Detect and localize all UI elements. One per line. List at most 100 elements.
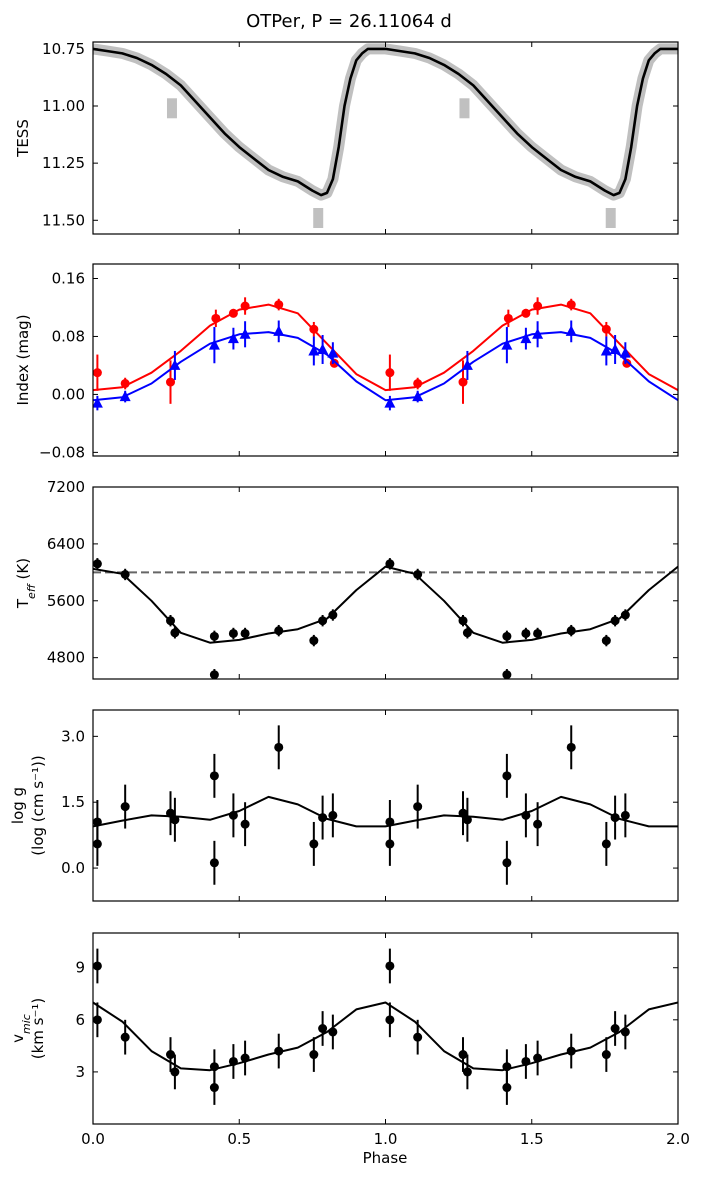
data-point: [166, 377, 176, 387]
data-point: [502, 771, 512, 781]
data-point: [239, 328, 251, 339]
data-point: [274, 742, 284, 752]
data-point: [458, 616, 468, 626]
data-point: [209, 771, 219, 781]
data-point: [120, 1032, 130, 1042]
data-point: [609, 343, 621, 354]
data-point: [565, 325, 577, 336]
y-tick-label: 10.75: [42, 40, 85, 58]
data-point: [601, 636, 611, 646]
data-point: [412, 390, 424, 402]
data-point: [610, 1024, 620, 1033]
data-point: [93, 839, 102, 849]
data-point: [309, 839, 319, 849]
data-point: [273, 325, 285, 336]
data-point: [610, 813, 620, 823]
data-point: [120, 379, 130, 389]
y-tick-label: 0.08: [52, 327, 85, 345]
data-point: [503, 313, 513, 323]
x-tick-label: 1.0: [374, 1130, 398, 1148]
data-point: [566, 742, 576, 752]
y-tick-label: 0.00: [52, 385, 85, 403]
data-point: [317, 343, 329, 354]
data-point: [228, 1056, 238, 1066]
data-point: [502, 1083, 512, 1093]
data-point: [385, 961, 395, 971]
data-point: [209, 858, 219, 868]
axes-frame: [92, 932, 679, 1125]
tess-gap-marker: [459, 98, 470, 119]
axes-frame: [92, 709, 679, 902]
plot-area: [93, 948, 678, 1105]
fit-curve-0: [93, 795, 678, 828]
data-point: [620, 1027, 630, 1037]
y-axis-label: TESS: [14, 119, 32, 158]
data-point: [458, 377, 468, 387]
data-point: [502, 858, 512, 868]
data-point: [520, 332, 532, 344]
tess-gap-marker: [313, 208, 324, 228]
data-point: [533, 819, 543, 829]
data-point: [385, 559, 395, 569]
data-point: [502, 1062, 512, 1072]
panel-index: −0.08 0.00 0.08 0.16 Index (mag): [14, 263, 679, 461]
data-point: [501, 339, 513, 350]
data-point: [384, 397, 396, 408]
axes-frame: [92, 263, 679, 457]
y-tick-label: −0.08: [39, 443, 85, 461]
plot-area: [93, 558, 678, 679]
plot-area: [93, 725, 678, 885]
y-tick-label: 3.0: [61, 727, 85, 745]
data-point: [521, 308, 531, 318]
data-point: [208, 339, 220, 350]
data-point: [170, 1067, 180, 1077]
y-axis-label: log g: [9, 787, 27, 824]
data-point: [521, 810, 531, 820]
y-tick-label: 6400: [47, 535, 85, 553]
data-point: [228, 810, 238, 820]
x-tick-label: 1.5: [520, 1130, 544, 1148]
y-tick-label: 3: [75, 1063, 85, 1081]
data-point: [309, 324, 319, 334]
data-point: [211, 313, 221, 323]
x-tick-label: 2.0: [666, 1130, 690, 1148]
data-point: [413, 569, 423, 579]
y-axis-label-units: (log (cm s⁻¹)): [29, 755, 47, 855]
data-point: [228, 628, 238, 638]
data-point: [274, 1046, 284, 1056]
data-point: [610, 616, 620, 626]
data-point: [166, 1050, 176, 1060]
data-point: [458, 808, 468, 818]
data-point: [458, 1050, 468, 1060]
data-point: [619, 347, 631, 358]
data-point: [328, 610, 338, 620]
data-point: [318, 616, 328, 626]
y-tick-label: 7200: [47, 478, 85, 496]
data-point: [274, 626, 284, 636]
fit-curve-0: [93, 565, 678, 644]
data-point: [413, 1032, 423, 1042]
data-point: [93, 397, 103, 408]
y-tick-label: 1.5: [61, 793, 85, 811]
y-tick-label: 0.0: [61, 859, 85, 877]
data-point: [240, 628, 250, 638]
data-point: [119, 390, 131, 402]
data-point: [385, 1015, 395, 1025]
y-tick-label: 11.50: [42, 211, 85, 229]
data-point: [328, 810, 338, 820]
data-point: [502, 670, 512, 679]
data-point: [120, 802, 130, 812]
axes-frame: [92, 41, 679, 235]
data-point: [309, 636, 319, 646]
data-point: [461, 359, 473, 370]
data-point: [240, 819, 250, 829]
data-point: [533, 628, 543, 638]
data-point: [169, 359, 181, 370]
data-point: [240, 301, 250, 311]
data-point: [413, 802, 423, 812]
data-point: [601, 324, 611, 334]
data-point: [93, 368, 102, 378]
data-point: [462, 628, 472, 638]
